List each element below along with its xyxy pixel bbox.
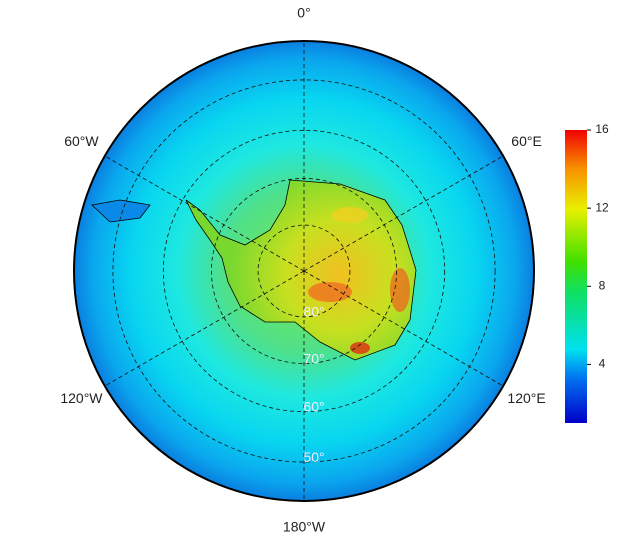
continent [185, 179, 417, 361]
colorbar [565, 130, 587, 423]
latitude-label: 70° [303, 350, 324, 366]
longitude-label: 120°E [507, 390, 545, 406]
parallel [112, 79, 496, 463]
graticule [104, 41, 504, 501]
longitude-label: 180°W [283, 519, 326, 535]
meridian [303, 270, 504, 387]
labels: 0° 60°W 60°E 120°W 120°E 180°W 80° 70° 60° 50° [60, 5, 545, 535]
latitude-label: 60° [303, 398, 324, 414]
meridian [104, 155, 305, 272]
colorbar-tick-label: 16 [595, 122, 609, 136]
latitude-label: 50° [303, 449, 324, 465]
longitude-label: 0° [297, 5, 310, 21]
latitude-label: 80° [303, 304, 324, 320]
colorbar-tick-label: 8 [599, 278, 606, 292]
longitude-label: 120°W [60, 390, 103, 406]
colorbar-tick-label: 12 [595, 200, 609, 214]
high-region [332, 207, 368, 223]
parallel [257, 224, 351, 318]
high-region [350, 342, 370, 354]
south-america-tip [91, 199, 151, 223]
colorbar-ticks: 4 8 12 16 [587, 122, 609, 371]
meridian [303, 155, 504, 272]
colorbar-tick-label: 4 [599, 357, 606, 371]
high-region [308, 282, 352, 302]
meridian [104, 270, 305, 387]
high-region [390, 268, 410, 312]
longitude-label: 60°E [511, 133, 542, 149]
parallel [162, 129, 446, 413]
longitude-label: 60°W [64, 133, 99, 149]
parallel [211, 178, 397, 364]
